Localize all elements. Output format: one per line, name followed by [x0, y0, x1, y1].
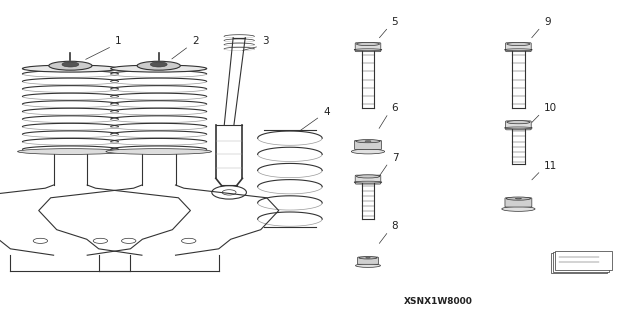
Ellipse shape	[365, 141, 371, 142]
Text: 5: 5	[392, 17, 398, 27]
Text: 11: 11	[544, 161, 557, 171]
Ellipse shape	[111, 65, 207, 72]
Ellipse shape	[356, 175, 380, 178]
FancyBboxPatch shape	[355, 140, 381, 150]
Ellipse shape	[365, 257, 371, 258]
Text: 3: 3	[262, 36, 269, 47]
Text: 6: 6	[392, 103, 398, 114]
Text: 1: 1	[115, 36, 122, 47]
Ellipse shape	[106, 149, 211, 154]
Ellipse shape	[62, 62, 79, 67]
Ellipse shape	[356, 140, 380, 143]
Ellipse shape	[504, 49, 532, 51]
FancyBboxPatch shape	[506, 121, 531, 130]
FancyBboxPatch shape	[355, 43, 381, 52]
Ellipse shape	[504, 127, 532, 129]
Ellipse shape	[351, 149, 385, 154]
Text: 8: 8	[392, 221, 398, 232]
Ellipse shape	[22, 65, 118, 72]
Ellipse shape	[502, 207, 535, 211]
FancyBboxPatch shape	[505, 198, 532, 207]
FancyBboxPatch shape	[506, 43, 531, 52]
Text: 2: 2	[192, 36, 198, 47]
Ellipse shape	[354, 49, 382, 51]
Ellipse shape	[137, 61, 180, 70]
Ellipse shape	[356, 42, 380, 46]
Ellipse shape	[515, 198, 522, 199]
FancyBboxPatch shape	[358, 257, 378, 264]
Text: 7: 7	[392, 153, 398, 163]
Text: 4: 4	[323, 107, 330, 117]
Ellipse shape	[356, 264, 380, 267]
Text: 9: 9	[544, 17, 550, 27]
Text: 10: 10	[544, 103, 557, 114]
Bar	[556, 250, 612, 270]
Ellipse shape	[507, 121, 530, 124]
Ellipse shape	[354, 181, 382, 183]
Ellipse shape	[18, 149, 124, 154]
Bar	[553, 252, 609, 271]
Ellipse shape	[49, 61, 92, 70]
Ellipse shape	[150, 62, 167, 67]
Ellipse shape	[506, 197, 531, 200]
Text: XSNX1W8000: XSNX1W8000	[404, 297, 473, 306]
Ellipse shape	[359, 256, 377, 259]
Ellipse shape	[212, 186, 246, 199]
Bar	[551, 253, 607, 273]
FancyBboxPatch shape	[355, 175, 381, 184]
Ellipse shape	[507, 42, 530, 46]
